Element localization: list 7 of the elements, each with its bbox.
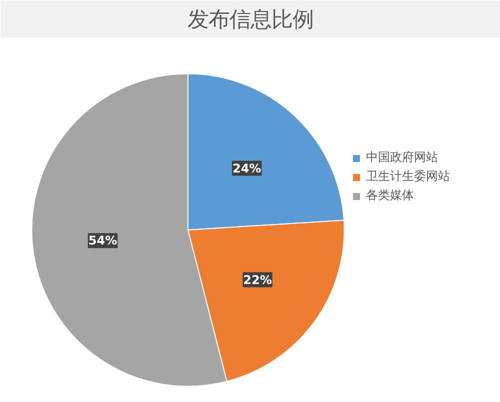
data-label: 24% <box>232 161 262 176</box>
data-label: 54% <box>88 234 118 248</box>
legend-label: 中国政府网站 <box>366 149 438 166</box>
data-label: 22% <box>243 272 272 287</box>
chart-title: 发布信息比例 <box>188 8 314 32</box>
legend-label: 卫生计生委网站 <box>366 168 450 185</box>
legend-label: 各类媒体 <box>366 187 414 204</box>
